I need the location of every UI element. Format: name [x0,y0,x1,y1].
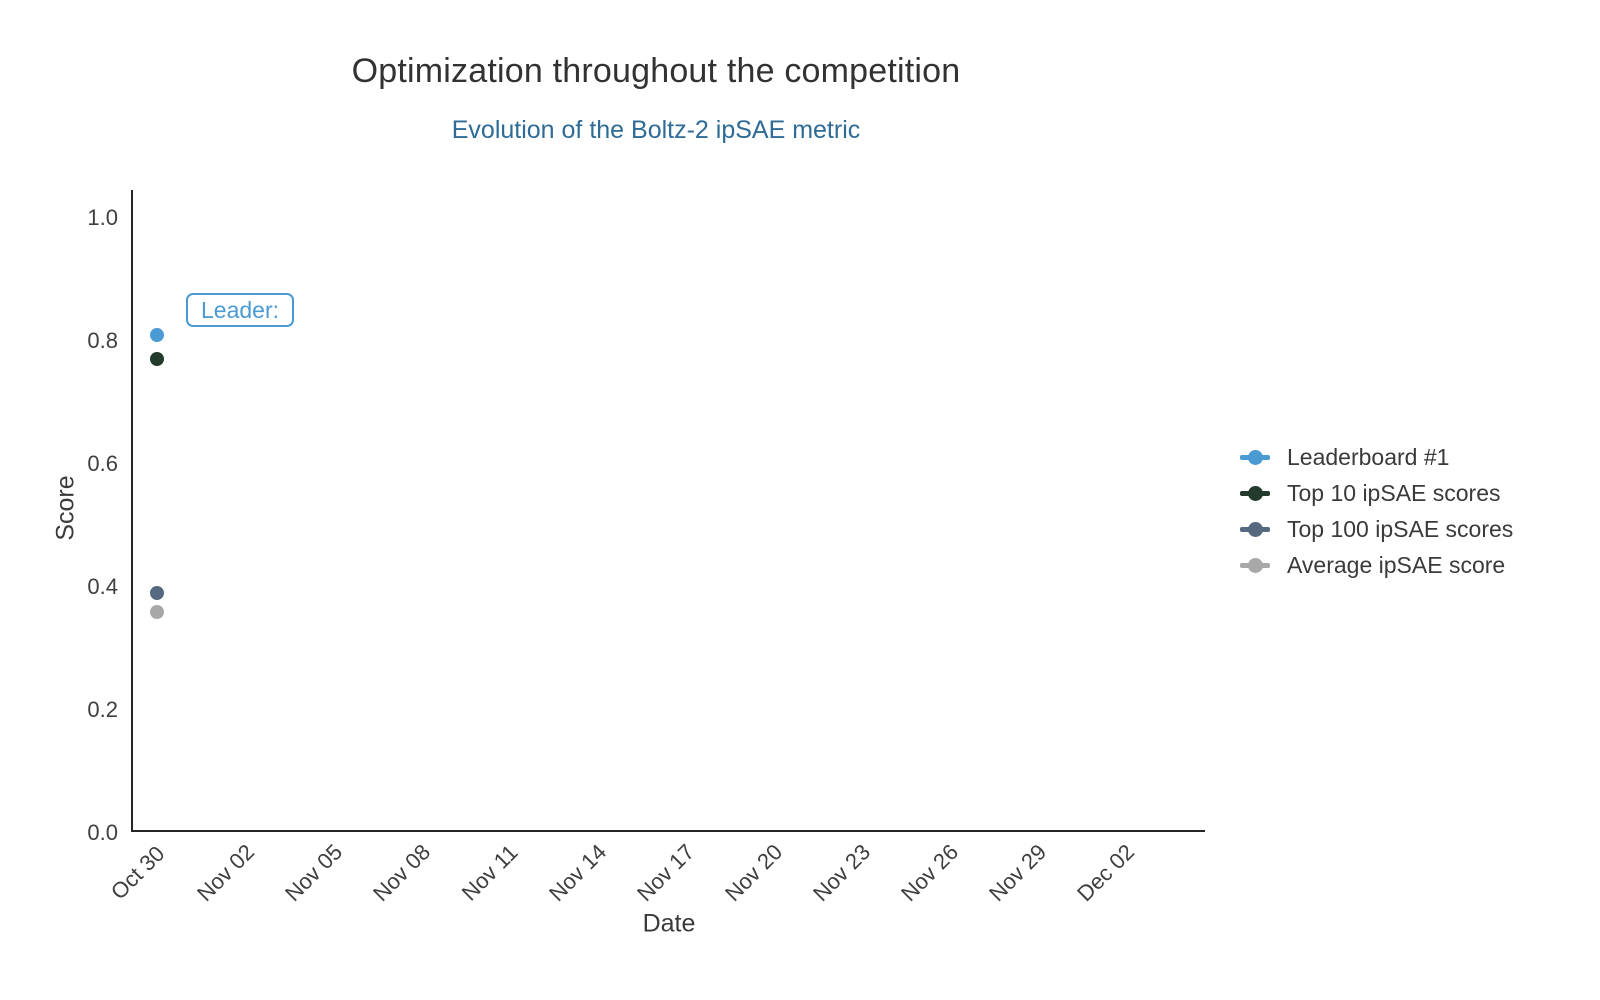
legend-item-label: Top 100 ipSAE scores [1287,515,1514,542]
legend-marker-icon [1240,485,1270,501]
y-tick-label-5: 1.0 [87,205,118,230]
x-tick-label-2: Nov 05 [280,839,348,907]
x-tick-label-1: Nov 02 [192,839,260,907]
y-tick-label-4: 0.8 [87,328,118,353]
data-point-leaderboard-1[interactable] [150,327,164,342]
x-tick-label-3: Nov 08 [368,839,436,907]
x-tick-label-8: Nov 23 [808,839,876,907]
legend-item-top-10-ipsae-scores[interactable]: Top 10 ipSAE scores [1240,475,1513,511]
legend-item-label: Top 10 ipSAE scores [1287,479,1501,506]
x-tick-label-11: Dec 02 [1072,839,1140,907]
legend-marker-icon [1240,521,1270,537]
plot-area [131,190,1205,832]
legend-item-leaderboard-1[interactable]: Leaderboard #1 [1240,439,1513,475]
x-tick-label-6: Nov 17 [632,839,700,907]
x-tick-label-10: Nov 29 [984,839,1052,907]
data-point-top-10-ipsae-scores[interactable] [150,352,164,367]
leader-annotation-label: Leader: [200,296,279,323]
x-tick-label-9: Nov 26 [896,839,964,907]
x-axis-title: Date [642,909,696,938]
data-point-average-ipsae-score[interactable] [150,604,164,619]
legend-item-label: Leaderboard #1 [1287,443,1450,470]
y-tick-label-2: 0.4 [87,574,118,599]
leader-annotation: Leader: [186,293,294,327]
legend-item-average-ipsae-score[interactable]: Average ipSAE score [1240,547,1513,583]
legend-marker-icon [1240,449,1270,465]
legend-item-top-100-ipsae-scores[interactable]: Top 100 ipSAE scores [1240,511,1513,547]
x-tick-label-5: Nov 14 [544,839,612,907]
y-tick-label-0: 0.0 [87,820,118,845]
x-tick-label-4: Nov 11 [456,839,523,906]
y-axis-title: Score [51,475,80,541]
chart-subtitle: Evolution of the Boltz-2 ipSAE metric [451,116,861,144]
legend-item-label: Average ipSAE score [1287,551,1506,578]
x-tick-label-0: Oct 30 [105,840,170,905]
chart-title: Optimization throughout the competition [351,52,961,90]
data-point-top-100-ipsae-scores[interactable] [150,586,164,601]
y-tick-label-1: 0.2 [87,697,118,722]
legend-marker-icon [1240,557,1270,573]
y-tick-label-3: 0.6 [87,451,118,476]
x-tick-label-7: Nov 20 [720,839,788,907]
legend: Leaderboard #1 Top 10 ipSAE scores Top 100… [1240,439,1513,583]
